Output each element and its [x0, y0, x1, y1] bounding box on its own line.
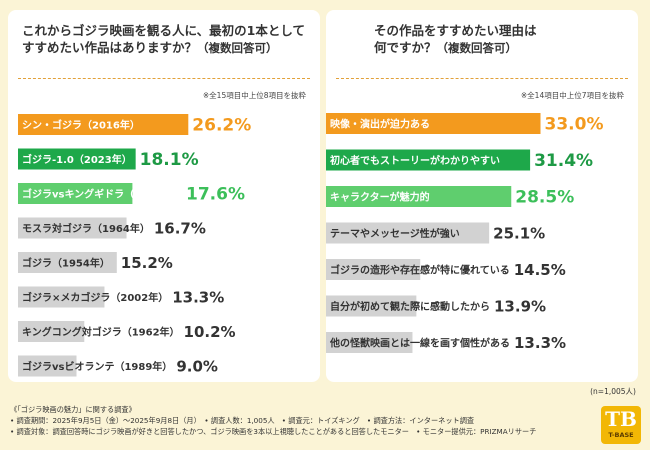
value-label-5: 14.5%: [514, 261, 566, 279]
bar-4: [18, 217, 127, 239]
bar-2: [326, 149, 531, 171]
left-note: ※全15項目中上位8項目を抜粋: [202, 91, 306, 100]
survey-footer: 《「ゴジラ映画の魅力」に関する調査》 • 調査期間：2025年9月5日（金）～2…: [10, 404, 580, 437]
footer-survey-details: • 調査期間：2025年9月5日（金）～2025年9月8日（月） • 調査人数：…: [10, 416, 475, 425]
category-label-6: 自分が初めて観た際に感動したから: [330, 300, 490, 313]
value-label-4: 25.1%: [493, 224, 545, 242]
value-label-3: 28.5%: [515, 188, 574, 208]
value-label-3: 17.6%: [186, 185, 245, 205]
left-title-paren: （複数回答可）: [197, 41, 278, 55]
bar-4: [326, 222, 490, 244]
right-title-paren: （複数回答可）: [436, 41, 518, 55]
right-question-title: その作品をすすめたい理由は 何ですか？（複数回答可）: [374, 22, 537, 57]
left-question-title: これからゴジラ映画を観る人に、最初の1本として すすめたい作品はありますか？（複…: [22, 22, 305, 57]
footer-survey-title: 《「ゴジラ映画の魅力」に関する調査》: [10, 405, 136, 414]
value-label-7: 13.3%: [514, 334, 566, 352]
value-label-2: 18.1%: [140, 150, 199, 170]
category-label-7: 他の怪獣映画とは一線を画す個性がある: [329, 337, 510, 350]
bar-5: [326, 259, 421, 280]
logo-mark: TB: [605, 407, 637, 431]
left-question-panel: これからゴジラ映画を観る人に、最初の1本として すすめたい作品はありますか？（複…: [8, 10, 320, 382]
logo-text: T-BASE: [608, 431, 634, 439]
bar-6: [18, 286, 105, 308]
t-base-logo: TB T-BASE: [601, 406, 641, 444]
bar-3: [18, 183, 133, 204]
bar-5: [18, 252, 117, 273]
category-label-4: モスラ対ゴジラ（1964年）: [22, 222, 150, 235]
value-label-5: 15.2%: [121, 254, 173, 272]
right-title-line1: その作品をすすめたい理由は: [374, 23, 537, 38]
bar-1: [326, 113, 541, 134]
value-label-6: 13.3%: [172, 288, 224, 306]
bar-1: [18, 114, 189, 135]
category-label-8: ゴジラvsビオランテ（1989年）: [22, 360, 172, 373]
value-label-6: 13.9%: [494, 297, 546, 315]
value-label-8: 9.0%: [176, 357, 218, 375]
value-label-2: 31.4%: [534, 151, 593, 171]
bar-8: [18, 355, 77, 377]
right-question-panel: その作品をすすめたい理由は 何ですか？（複数回答可） ※全14項目中上位7項目を…: [326, 10, 638, 382]
bar-6: [326, 295, 417, 317]
bar-3: [326, 186, 512, 207]
category-label-3: ゴジラvsキングギドラ（1991年）: [22, 188, 182, 201]
right-note: ※全14項目中上位7項目を抜粋: [520, 91, 624, 100]
bar-7: [18, 321, 85, 342]
value-label-1: 33.0%: [545, 115, 604, 135]
category-label-6: ゴジラ×メカゴジラ（2002年）: [22, 291, 168, 304]
category-label-1: 映像・演出が迫力ある: [330, 118, 430, 131]
category-label-1: シン・ゴジラ（2016年）: [22, 119, 140, 132]
left-title-line1: これからゴジラ映画を観る人に、最初の1本として: [22, 23, 305, 38]
category-label-2: ゴジラ-1.0（2023年）: [22, 153, 132, 166]
value-label-7: 10.2%: [184, 323, 236, 341]
right-title-line2: 何ですか？: [374, 40, 437, 55]
sample-size-note: (n=1,005人): [590, 387, 636, 396]
left-title-line2: すすめたい作品はありますか？: [22, 40, 198, 55]
right-bar-chart: 映像・演出が迫力ある 33.0% 初心者でもストーリーがわかりやすい 31.4% キャラ…: [326, 113, 604, 353]
footer-survey-target: • 調査対象：調査回答時にゴジラ映画が好きと回答したかつ、ゴジラ映画を3本以上視…: [10, 427, 537, 436]
category-label-7: キングコング対ゴジラ（1962年）: [22, 326, 180, 339]
category-label-3: キャラクターが魅力的: [330, 191, 430, 204]
bar-7: [326, 332, 413, 353]
left-title-divider: [18, 78, 310, 79]
right-title-divider: [336, 78, 628, 79]
category-label-4: テーマやメッセージ性が強い: [330, 227, 460, 240]
value-label-1: 26.2%: [192, 116, 251, 136]
category-label-2: 初心者でもストーリーがわかりやすい: [330, 154, 500, 167]
category-label-5: ゴジラ（1954年）: [22, 257, 110, 270]
left-bar-chart: シン・ゴジラ（2016年） 26.2% ゴジラ-1.0（2023年） 18.1% ゴジラ…: [18, 114, 251, 377]
bar-2: [18, 148, 136, 170]
value-label-4: 16.7%: [154, 219, 206, 237]
category-label-5: ゴジラの造形や存在感が特に優れている: [330, 264, 510, 277]
